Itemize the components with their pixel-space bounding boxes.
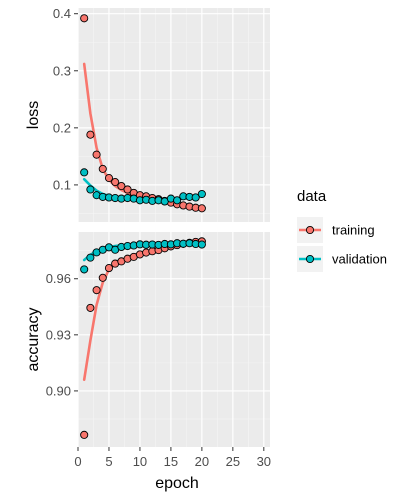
- data-point-validation: [197, 189, 206, 199]
- x-tick-label: 25: [226, 454, 240, 469]
- facet-panels: 0.1 0.2 0.3 0.4 loss 0.90 0.93 0.96 accuracy: [25, 6, 270, 447]
- data-point-validation: [197, 240, 206, 249]
- legend-label: validation: [332, 252, 387, 267]
- data-point-validation: [86, 253, 95, 262]
- panel-background: [78, 8, 270, 222]
- legend-entry-training: training: [297, 217, 375, 243]
- data-point-training: [123, 185, 132, 194]
- y-tick-label: 0.90: [46, 383, 71, 398]
- y-axis-title-loss: loss: [25, 101, 42, 129]
- x-tick-label: 10: [133, 454, 147, 469]
- x-tick-label: 30: [257, 454, 271, 469]
- data-point-training: [104, 264, 114, 273]
- data-point-validation: [173, 196, 182, 205]
- data-point-validation: [80, 168, 89, 177]
- y-tick-label: 0.2: [53, 120, 71, 135]
- legend-title: data: [297, 188, 327, 205]
- data-point-validation: [86, 185, 95, 194]
- x-tick-label: 0: [74, 454, 81, 469]
- y-tick-label: 0.4: [53, 6, 71, 21]
- data-point-training: [197, 204, 206, 213]
- legend-key-point: [305, 225, 315, 235]
- data-point-validation: [191, 193, 200, 202]
- y-tick-label: 0.1: [53, 177, 71, 192]
- data-point-training: [111, 178, 120, 187]
- data-point-training: [98, 273, 107, 282]
- data-point-validation: [80, 265, 89, 274]
- data-point-training: [98, 164, 107, 173]
- legend: data training validation: [297, 188, 387, 272]
- x-tick-label: 15: [164, 454, 178, 469]
- legend-label: training: [332, 223, 375, 238]
- y-axis-title-accuracy: accuracy: [25, 307, 42, 371]
- data-point-training: [117, 181, 126, 191]
- facet-panel-accuracy: 0.90 0.93 0.96 accuracy: [25, 232, 270, 447]
- x-axis: 0 5 10 15 20 25 30: [74, 447, 271, 469]
- data-point-training: [86, 130, 95, 139]
- data-point-training: [92, 150, 101, 159]
- y-tick-label: 0.96: [46, 271, 71, 286]
- data-point-training: [80, 430, 89, 439]
- data-point-training: [80, 14, 89, 23]
- legend-entry-validation: validation: [297, 246, 387, 272]
- data-point-training: [104, 174, 114, 183]
- x-tick-label: 5: [105, 454, 112, 469]
- data-point-training: [86, 303, 95, 312]
- x-tick-label: 20: [195, 454, 209, 469]
- legend-key-point: [305, 254, 315, 264]
- y-tick-label: 0.3: [53, 63, 71, 78]
- facet-panel-loss: 0.1 0.2 0.3 0.4 loss: [25, 6, 270, 222]
- panel-background: [78, 232, 270, 447]
- x-axis-title: epoch: [155, 475, 199, 492]
- y-tick-label: 0.93: [46, 327, 71, 342]
- data-point-training: [92, 286, 101, 295]
